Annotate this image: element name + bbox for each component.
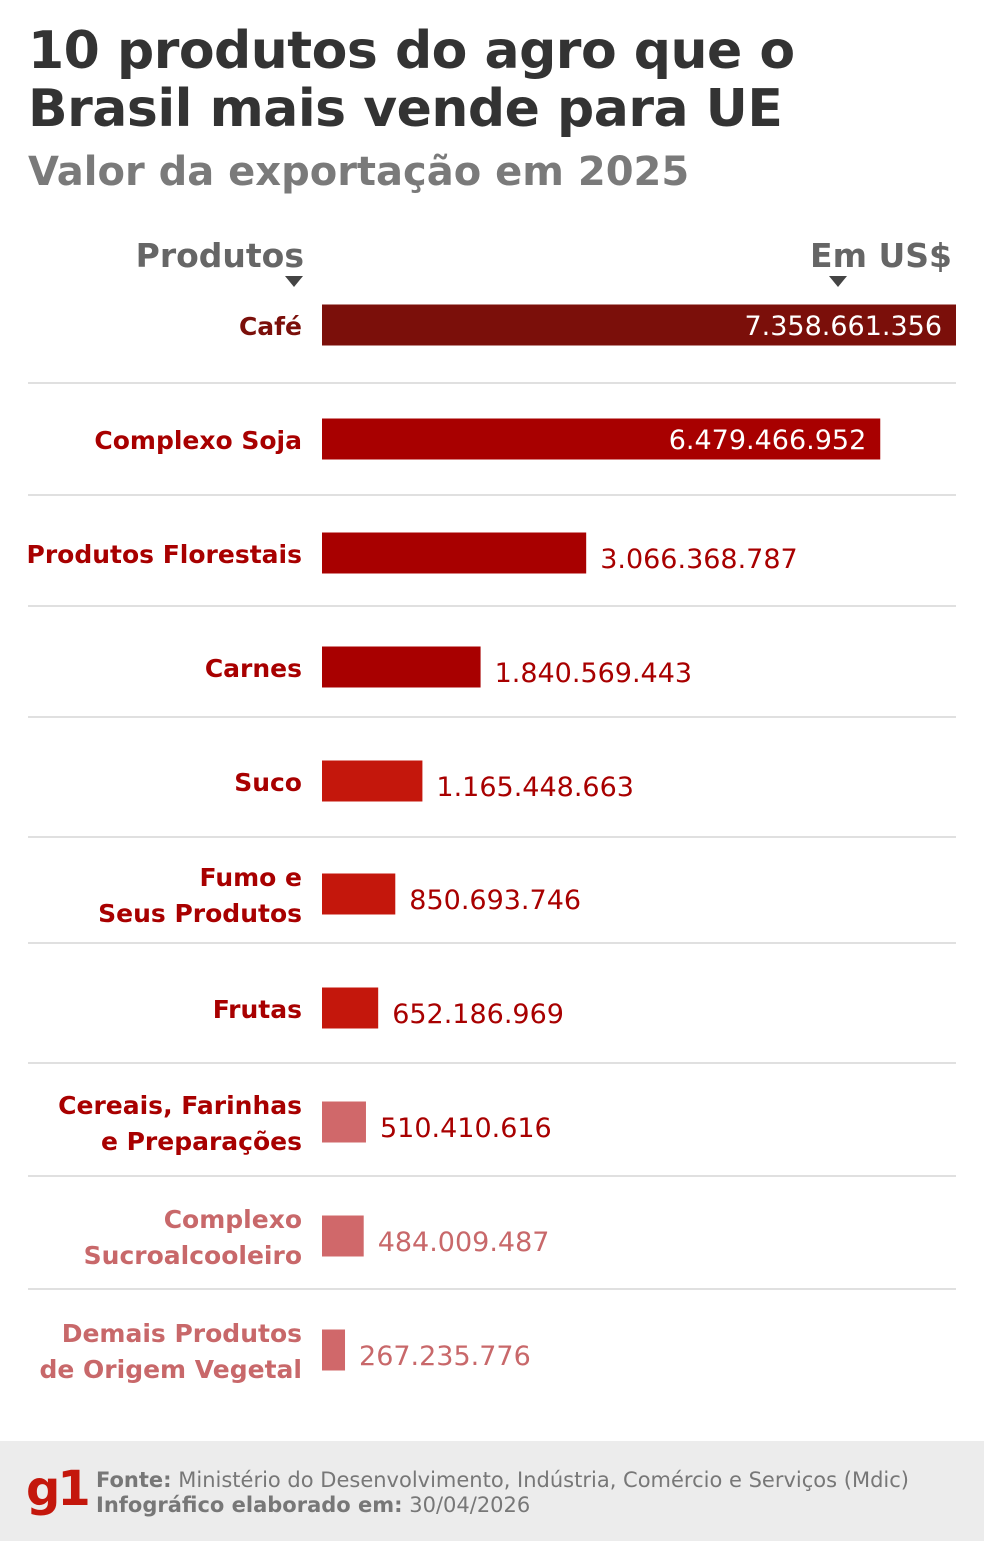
bar (322, 418, 881, 460)
category-label: Frutas (213, 995, 302, 1024)
category-label: Complexo Soja (94, 426, 302, 455)
value-label: 510.410.616 (380, 1113, 552, 1144)
bar (322, 1101, 366, 1143)
category-label: Demais Produtos de Origem Vegetal (40, 1319, 303, 1384)
bar (322, 1329, 346, 1371)
footer: g1 Fonte: Ministério do Desenvolvimento,… (0, 1441, 984, 1541)
value-label: 6.479.466.952 (669, 425, 867, 456)
category-label: Carnes (205, 654, 302, 683)
value-label: 1.840.569.443 (495, 658, 693, 689)
date-text: 30/04/2026 (409, 1493, 531, 1517)
category-label: Cereais, Farinhas e Preparações (58, 1091, 302, 1156)
value-label: 7.358.661.356 (744, 311, 942, 342)
arrow-down-icon (829, 276, 847, 287)
bar (322, 304, 956, 346)
source-text: Ministério do Desenvolvimento, Indústria… (178, 1468, 909, 1492)
value-label: 484.009.487 (378, 1227, 550, 1258)
bar (322, 532, 587, 574)
date-line: Infográfico elaborado em: 30/04/2026 (96, 1492, 530, 1518)
bar-chart: Café 7.358.661.356 Complexo Soja 6.479.466.… (27, 304, 956, 1384)
category-label: Complexo Sucroalcooleiro (84, 1205, 302, 1270)
arrow-down-icon (285, 276, 303, 287)
value-label: 1.165.448.663 (436, 772, 634, 803)
value-label: 652.186.969 (392, 999, 564, 1030)
g1-logo: g1 (26, 1461, 91, 1517)
value-label: 267.235.776 (359, 1341, 531, 1372)
category-label: Fumo e Seus Produtos (98, 863, 302, 928)
source-label: Fonte: (96, 1468, 172, 1492)
column-header-products: Produtos (135, 236, 304, 275)
category-label: Produtos Florestais (27, 540, 303, 569)
bar (322, 987, 379, 1029)
bar (322, 1215, 364, 1257)
category-label: Suco (234, 768, 302, 797)
bar (322, 873, 396, 915)
value-label: 3.066.368.787 (600, 544, 798, 575)
category-label: Café (239, 312, 302, 341)
date-label: Infográfico elaborado em: (96, 1493, 403, 1517)
column-header-value: Em US$ (810, 236, 952, 275)
bar (322, 760, 423, 802)
source-line: Fonte: Ministério do Desenvolvimento, In… (96, 1467, 909, 1493)
chart-subtitle: Valor da exportação em 2025 (28, 149, 690, 195)
chart-title: 10 produtos do agro que o Brasil mais ve… (28, 21, 795, 139)
bar (322, 646, 481, 688)
value-label: 850.693.746 (409, 885, 581, 916)
